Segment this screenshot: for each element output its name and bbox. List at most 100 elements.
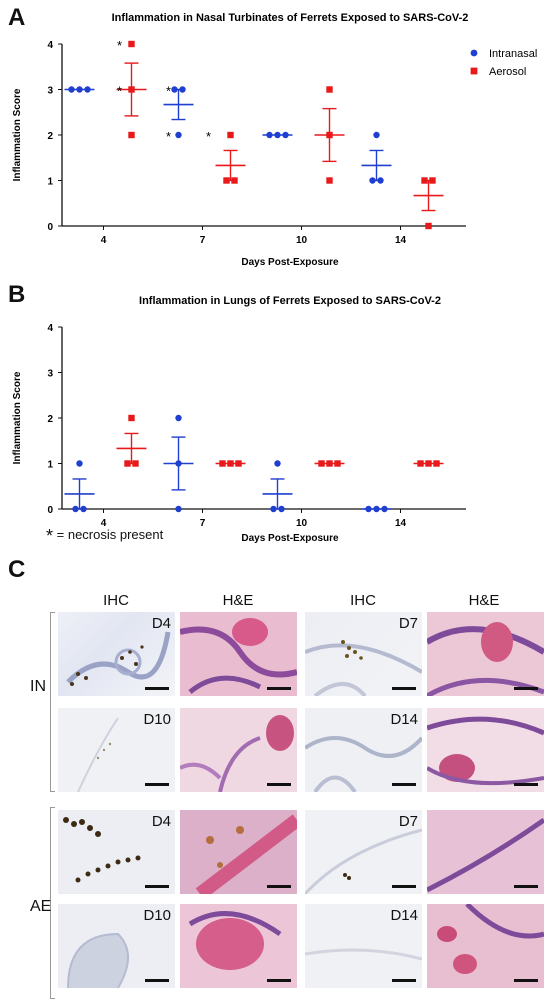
- x-axis-label: Days Post-Exposure: [241, 257, 339, 268]
- micrograph-in-ihc-d7: D7: [305, 612, 422, 696]
- tile-label-d4-ae: D4: [151, 813, 171, 830]
- micrograph-in-ihc-d4: D4: [58, 612, 175, 696]
- micrograph-in-ihc-d10: D10: [58, 708, 175, 792]
- scale-bar: [514, 783, 538, 786]
- data-point: [76, 86, 83, 93]
- data-point: [417, 460, 424, 467]
- necrosis-footnote: * = necrosis present: [46, 526, 163, 547]
- necrosis-marker: *: [166, 84, 171, 99]
- tile-label-d14-in: D14: [390, 711, 418, 728]
- data-point: [231, 177, 238, 184]
- bracket-ae: [50, 807, 55, 999]
- necrosis-marker: *: [117, 84, 122, 99]
- necrosis-marker: *: [117, 38, 122, 53]
- x-tick-label: 14: [395, 235, 407, 246]
- panel-letter-a: A: [8, 4, 26, 31]
- micrograph-ae-ihc-d7: D7: [305, 810, 422, 894]
- data-point: [84, 86, 91, 93]
- column-title-he-1: H&E: [222, 592, 254, 609]
- scale-bar: [392, 783, 416, 786]
- data-point: [223, 177, 230, 184]
- data-point: [179, 86, 186, 93]
- data-point: [326, 131, 333, 139]
- tile-label-d10-in: D10: [143, 711, 171, 728]
- scale-bar: [392, 979, 416, 982]
- data-point: [175, 505, 182, 513]
- data-point: [175, 460, 182, 467]
- x-tick-label: 4: [101, 518, 107, 529]
- data-point: [128, 40, 135, 48]
- micrograph-ae-ihc-d14: D14: [305, 904, 422, 988]
- y-axis-label: Inflammation Score: [12, 88, 23, 181]
- scale-bar: [514, 979, 538, 982]
- data-point: [425, 460, 432, 467]
- scale-bar: [267, 687, 291, 690]
- scale-bar: [145, 885, 169, 888]
- x-tick-label: 14: [395, 518, 407, 529]
- micrograph-in-he-d7: [427, 612, 544, 696]
- panel-letter-b: B: [8, 281, 26, 308]
- legend-label: Intranasal: [489, 48, 537, 60]
- row-label-ae: AE: [30, 898, 52, 915]
- y-tick-label: 4: [47, 40, 53, 51]
- bracket-in: [50, 612, 55, 792]
- tile-label-d4-in: D4: [151, 615, 171, 632]
- x-tick-label: 7: [200, 518, 206, 529]
- scale-bar: [145, 687, 169, 690]
- data-point: [381, 505, 388, 513]
- y-axis-label: Inflammation Score: [12, 371, 23, 464]
- data-point: [421, 177, 428, 184]
- legend-marker: [470, 49, 478, 57]
- y-tick-label: 0: [47, 505, 53, 516]
- chart-title: Inflammation in Nasal Turbinates of Ferr…: [112, 12, 469, 24]
- legend-marker: [470, 67, 478, 75]
- row-label-in: IN: [30, 678, 46, 695]
- column-title-he-2: H&E: [468, 592, 500, 609]
- micrograph-ae-he-d7: [427, 810, 544, 894]
- micrograph-ae-ihc-d10: D10: [58, 904, 175, 988]
- data-point: [278, 505, 285, 513]
- y-tick-label: 1: [47, 460, 53, 471]
- chart-title: Inflammation in Lungs of Ferrets Exposed…: [139, 295, 441, 307]
- micrograph-in-he-d4: [180, 612, 297, 696]
- data-point: [369, 177, 376, 184]
- data-point: [373, 505, 380, 513]
- micrograph-in-ihc-d14: D14: [305, 708, 422, 792]
- data-point: [326, 177, 333, 184]
- data-point: [219, 460, 226, 467]
- column-title-ihc-1: IHC: [103, 592, 129, 609]
- data-point: [274, 460, 281, 467]
- data-point: [373, 131, 380, 139]
- data-point: [274, 131, 281, 139]
- data-point: [326, 86, 333, 93]
- y-tick-label: 0: [47, 222, 53, 233]
- data-point: [68, 86, 75, 93]
- tile-label-d7-ae: D7: [398, 813, 418, 830]
- data-point: [270, 505, 277, 513]
- footnote-text: = necrosis present: [56, 527, 164, 542]
- micrograph-ae-ihc-d4: D4: [58, 810, 175, 894]
- data-point: [433, 460, 440, 467]
- scale-bar: [267, 783, 291, 786]
- scale-bar: [145, 979, 169, 982]
- micrograph-ae-he-d10: [180, 904, 297, 988]
- data-point: [175, 414, 182, 422]
- tile-label-d14-ae: D14: [390, 907, 418, 924]
- tile-label-d10-ae: D10: [143, 907, 171, 924]
- data-point: [326, 460, 333, 467]
- scale-bar: [145, 783, 169, 786]
- y-tick-label: 4: [47, 323, 53, 334]
- micrograph-in-he-d10: [180, 708, 297, 792]
- data-point: [171, 86, 178, 93]
- data-point: [365, 505, 372, 513]
- panel-letter-c: C: [8, 556, 26, 583]
- x-tick-label: 10: [296, 235, 308, 246]
- scale-bar: [267, 979, 291, 982]
- data-point: [377, 177, 384, 184]
- y-tick-label: 2: [47, 131, 53, 142]
- data-point: [227, 460, 234, 467]
- data-point: [72, 505, 79, 513]
- data-point: [425, 222, 432, 230]
- data-point: [80, 505, 87, 513]
- micrograph-in-he-d14: [427, 708, 544, 792]
